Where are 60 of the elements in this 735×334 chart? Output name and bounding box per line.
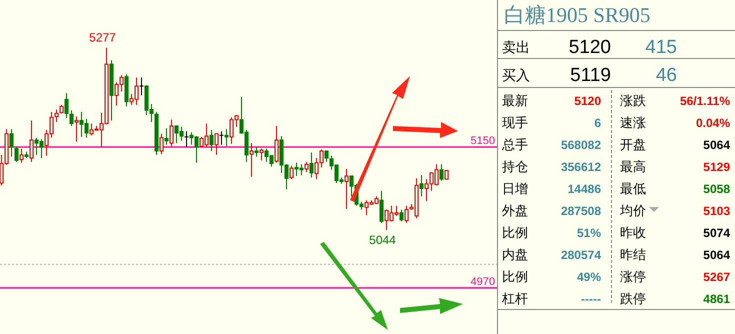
text: 涨跌: [620, 93, 646, 108]
candlestick: [170, 119, 174, 147]
text: 5103: [703, 204, 730, 218]
annotation: 5277: [89, 30, 116, 45]
ref-line-label: 5150: [470, 135, 495, 148]
text: 昨结: [620, 247, 646, 262]
text: 415: [645, 37, 677, 58]
text: 568082: [560, 138, 602, 152]
candlestick: [210, 129, 214, 152]
text: 5064: [703, 248, 730, 262]
text: 最高: [620, 159, 646, 174]
text: 46: [656, 65, 677, 86]
text: 5119: [570, 65, 611, 86]
text: 均价: [619, 203, 646, 218]
text: 速涨: [620, 115, 646, 130]
text: 5267: [703, 270, 730, 284]
text: 总手: [501, 137, 528, 152]
text: 跌停: [620, 291, 646, 306]
text: 外盘: [502, 203, 528, 218]
text: 280574: [560, 248, 602, 262]
text: 内盘: [502, 247, 528, 262]
text: 最低: [620, 181, 646, 196]
text: 买入: [502, 67, 530, 83]
text: 涨停: [620, 269, 646, 284]
text: 卖出: [502, 39, 530, 55]
text: 0.04%: [696, 116, 730, 130]
annotation: 5044: [369, 232, 396, 247]
text: 14486: [568, 182, 602, 196]
text: 356612: [560, 160, 602, 174]
text: 白糖1905 SR905: [504, 3, 650, 27]
text: 49%: [576, 270, 602, 284]
text: 51%: [576, 226, 602, 240]
text: 比例: [502, 225, 528, 240]
text: 持仓: [502, 159, 528, 174]
text: 昨收: [620, 225, 646, 240]
text: 日增: [502, 181, 528, 196]
text: 5120: [568, 37, 611, 58]
candlestick: [250, 142, 254, 178]
text: 5064: [703, 138, 730, 152]
candlestick: [10, 128, 14, 157]
candlestick: [139, 76, 144, 96]
text: 5074: [703, 226, 730, 240]
text: 开盘: [620, 137, 646, 152]
text: 最新: [502, 93, 528, 108]
text: 5129: [703, 160, 730, 174]
candlestick: [344, 168, 348, 210]
text: 5058: [703, 182, 730, 196]
text: 56/1.11%: [680, 94, 730, 108]
candlestick: [224, 128, 228, 147]
text: 现手: [502, 115, 528, 130]
text: 杠杆: [501, 291, 528, 306]
text: 6: [594, 116, 602, 130]
text: 比例: [502, 269, 528, 284]
ref-line-label: 4970: [470, 276, 495, 288]
text: 4861: [703, 292, 730, 306]
text: 287508: [560, 204, 602, 218]
candlestick: [184, 130, 189, 148]
text: 5120: [574, 94, 602, 108]
text: -----: [581, 292, 601, 306]
candlestick: [420, 174, 424, 197]
